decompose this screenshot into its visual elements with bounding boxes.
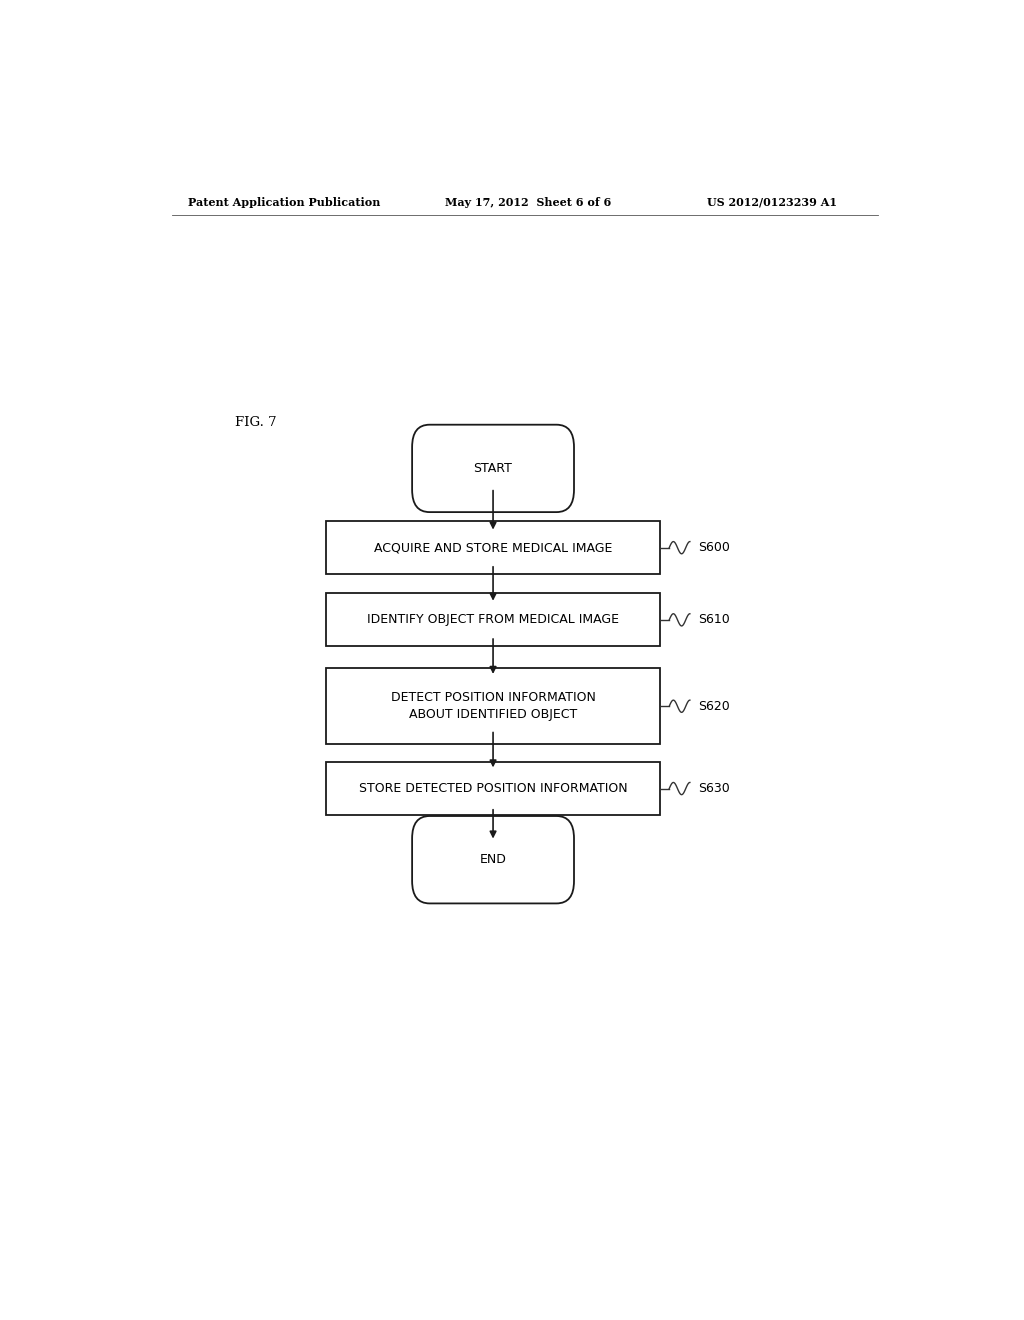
- Text: S600: S600: [697, 541, 730, 554]
- Text: END: END: [479, 853, 507, 866]
- FancyBboxPatch shape: [327, 762, 659, 814]
- Text: May 17, 2012  Sheet 6 of 6: May 17, 2012 Sheet 6 of 6: [445, 197, 611, 207]
- Text: US 2012/0123239 A1: US 2012/0123239 A1: [708, 197, 838, 207]
- Text: S620: S620: [697, 700, 729, 713]
- Text: FIG. 7: FIG. 7: [236, 416, 276, 429]
- FancyBboxPatch shape: [327, 594, 659, 647]
- Text: IDENTIFY OBJECT FROM MEDICAL IMAGE: IDENTIFY OBJECT FROM MEDICAL IMAGE: [367, 614, 620, 627]
- Text: ACQUIRE AND STORE MEDICAL IMAGE: ACQUIRE AND STORE MEDICAL IMAGE: [374, 541, 612, 554]
- FancyBboxPatch shape: [327, 521, 659, 574]
- FancyBboxPatch shape: [412, 425, 574, 512]
- Text: Patent Application Publication: Patent Application Publication: [187, 197, 380, 207]
- Text: STORE DETECTED POSITION INFORMATION: STORE DETECTED POSITION INFORMATION: [358, 781, 628, 795]
- Text: START: START: [474, 462, 512, 475]
- Text: DETECT POSITION INFORMATION
ABOUT IDENTIFIED OBJECT: DETECT POSITION INFORMATION ABOUT IDENTI…: [390, 692, 596, 721]
- FancyBboxPatch shape: [327, 668, 659, 744]
- FancyBboxPatch shape: [412, 816, 574, 903]
- Text: S630: S630: [697, 781, 729, 795]
- Text: S610: S610: [697, 614, 729, 627]
